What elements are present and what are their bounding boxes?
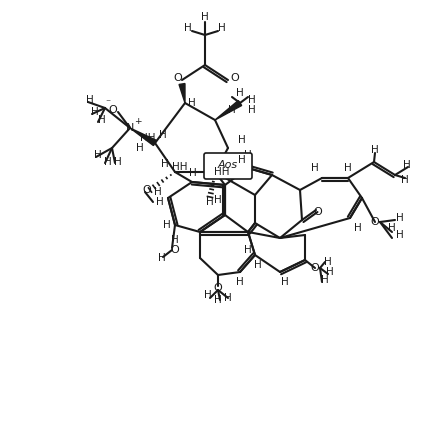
Text: H: H <box>218 23 226 33</box>
Text: O: O <box>170 245 179 255</box>
Text: H: H <box>224 293 232 303</box>
Text: H: H <box>204 290 212 300</box>
Text: H: H <box>171 235 179 245</box>
Text: HH: HH <box>214 167 230 177</box>
Text: H: H <box>396 213 404 223</box>
Text: H: H <box>86 95 94 105</box>
Text: Aos: Aos <box>218 160 238 170</box>
Text: H: H <box>326 267 334 277</box>
Text: H: H <box>248 95 256 105</box>
Text: O: O <box>231 73 239 83</box>
Text: H: H <box>396 230 404 240</box>
Text: H: H <box>248 105 256 115</box>
Text: H: H <box>206 197 214 207</box>
Text: H: H <box>238 155 246 165</box>
Text: H: H <box>104 157 112 167</box>
Text: O: O <box>143 185 151 195</box>
Text: H: H <box>188 98 196 108</box>
Text: O: O <box>314 207 322 217</box>
Text: H: H <box>184 23 192 33</box>
Text: H: H <box>159 130 167 140</box>
Text: H: H <box>311 163 319 173</box>
Text: HH: HH <box>140 133 156 143</box>
Text: H: H <box>236 277 244 287</box>
Text: H: H <box>238 135 246 145</box>
Text: HH: HH <box>172 162 188 172</box>
Text: H: H <box>244 245 252 255</box>
Text: +: + <box>134 116 142 126</box>
Text: H: H <box>344 163 352 173</box>
Text: H: H <box>163 220 171 230</box>
Text: H: H <box>281 277 289 287</box>
FancyBboxPatch shape <box>204 153 252 179</box>
Text: H: H <box>244 150 252 160</box>
Text: O: O <box>109 105 117 115</box>
Text: H: H <box>371 145 379 155</box>
Text: H: H <box>154 187 162 197</box>
Text: H: H <box>354 223 362 233</box>
Text: H: H <box>91 107 99 117</box>
Text: H: H <box>201 12 209 22</box>
Polygon shape <box>130 128 157 146</box>
Text: H: H <box>114 157 122 167</box>
Text: H: H <box>161 159 169 169</box>
Text: H: H <box>158 253 166 263</box>
Polygon shape <box>179 83 185 103</box>
Text: H: H <box>403 160 411 170</box>
Text: H: H <box>156 197 164 207</box>
Text: H: H <box>236 88 244 98</box>
Text: H: H <box>401 175 409 185</box>
Text: H: H <box>94 150 102 160</box>
Text: H: H <box>324 257 332 267</box>
Text: H: H <box>98 115 106 125</box>
Text: ⁻: ⁻ <box>105 98 110 108</box>
Text: O: O <box>311 263 320 273</box>
Text: N: N <box>126 123 134 133</box>
Text: O: O <box>371 217 380 227</box>
Text: H: H <box>136 143 144 153</box>
Text: O: O <box>174 73 182 83</box>
Text: H: H <box>254 260 262 270</box>
Text: H: H <box>214 195 222 205</box>
Text: H: H <box>321 275 329 285</box>
Text: H: H <box>189 168 197 178</box>
Text: H: H <box>214 295 222 305</box>
Polygon shape <box>215 101 242 120</box>
Text: H: H <box>228 105 236 115</box>
Text: H: H <box>388 223 396 233</box>
Text: O: O <box>214 283 222 293</box>
